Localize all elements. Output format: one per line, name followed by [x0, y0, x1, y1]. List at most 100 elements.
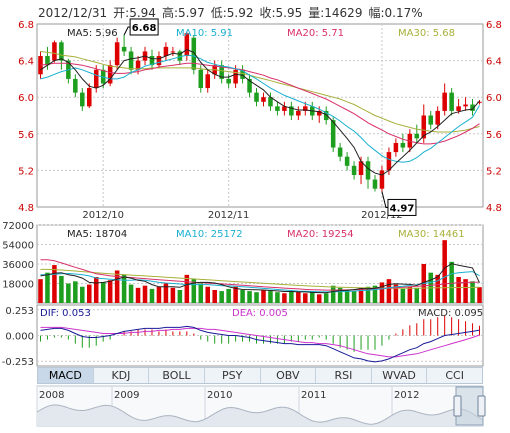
navigator-year-label: 2012 — [394, 390, 419, 401]
tab-wvad[interactable]: WVAD — [372, 368, 428, 383]
candle-body — [121, 46, 127, 52]
candle-body — [456, 106, 461, 111]
volume-bar — [170, 287, 176, 303]
navigator-panel: 2008 2009 2010 2011 2012 — [36, 385, 486, 427]
price-y-tick-right: 5.6 — [486, 130, 502, 141]
volume-bar — [337, 287, 343, 303]
quote-high: 高:5.97 — [161, 6, 205, 20]
volume-legend-item: MA20: 19254 — [287, 229, 354, 240]
macd-y-tick: 0.253 — [5, 306, 34, 317]
volume-bar — [226, 288, 231, 303]
volume-bar — [128, 284, 134, 303]
candle-body — [80, 92, 85, 107]
tab-psy[interactable]: PSY — [205, 368, 261, 383]
price-legend-item: MA30: 5.68 — [398, 28, 455, 39]
volume-bar — [121, 274, 127, 303]
tab-cci[interactable]: CCI — [445, 369, 464, 382]
navigator-line — [36, 404, 484, 425]
volume-bar — [45, 272, 50, 303]
quote-date: 2012/12/31 — [38, 6, 108, 20]
candle-body — [254, 92, 259, 102]
candle-body — [337, 147, 343, 157]
macd-legend-item: MACD: 0.095 — [418, 308, 483, 319]
volume-bar — [456, 277, 461, 303]
price-y-tick-right: 4.8 — [486, 203, 502, 214]
volume-bar — [386, 279, 392, 303]
candle-body — [449, 92, 454, 111]
volume-bar — [414, 287, 420, 303]
volume-bar — [282, 293, 287, 303]
quote-change: 幅:0.17% — [368, 6, 423, 20]
candle-body — [463, 104, 468, 107]
candle-body — [156, 56, 162, 66]
price-frame — [36, 23, 484, 208]
candle-body — [435, 110, 440, 125]
quote-close: 收:5.95 — [259, 6, 303, 20]
candle-body — [247, 78, 252, 93]
volume-bar — [205, 286, 210, 303]
tab-boll[interactable]: BOLL — [149, 368, 205, 383]
volume-bar — [107, 280, 113, 303]
candle-body — [393, 142, 399, 153]
volume-ma5-line — [40, 263, 480, 294]
volume-bar — [310, 292, 315, 303]
price-annotation-label: 6.68 — [132, 23, 157, 34]
tab-obv[interactable]: OBV — [261, 368, 317, 383]
volume-bar — [289, 291, 294, 303]
candle-body — [379, 170, 385, 189]
volume-bar — [449, 261, 454, 303]
candle-body — [289, 106, 294, 116]
candle-body — [282, 106, 287, 111]
volume-bar — [407, 286, 413, 303]
candle-body — [191, 37, 197, 70]
volume-bar — [87, 284, 92, 303]
volume-bar — [59, 275, 64, 303]
volume-bar — [303, 293, 308, 303]
volume-bar — [372, 285, 378, 303]
candle-body — [296, 110, 301, 116]
navigator-right-handle — [477, 395, 486, 417]
volume-bar — [198, 283, 204, 303]
volume-bar — [114, 270, 120, 303]
price-annotation-label: 4.97 — [390, 203, 415, 214]
candle-body — [163, 46, 169, 57]
volume-bar — [393, 284, 399, 303]
volume-bar — [212, 290, 217, 303]
volume-bar — [296, 292, 301, 303]
macd-dea-line — [40, 326, 480, 358]
price-x-tick: 2012/12 — [361, 210, 403, 221]
tab-macd[interactable]: MACD — [38, 368, 94, 383]
price-ma30-line — [40, 50, 480, 133]
candle-body — [344, 156, 350, 166]
price-y-tick-left: 6.8 — [18, 20, 34, 31]
tab-rsi[interactable]: RSI — [316, 368, 372, 383]
volume-y-tick: 54000 — [2, 241, 34, 252]
volume-bar — [163, 283, 169, 303]
volume-bar — [435, 274, 440, 303]
candle-body — [226, 78, 231, 84]
volume-bar — [365, 286, 371, 303]
candle-body — [414, 133, 420, 139]
price-ma20-line — [40, 62, 480, 145]
navigator-left-handle — [453, 395, 462, 417]
candle-body — [52, 42, 57, 61]
volume-bar — [66, 283, 71, 303]
volume-bar — [240, 290, 245, 303]
volume-bar — [219, 291, 224, 303]
navigator-area — [37, 405, 483, 426]
volume-y-tick: 18000 — [2, 280, 34, 291]
volume-bar — [254, 292, 259, 303]
volume-bar — [358, 287, 364, 303]
candle-body — [477, 101, 482, 103]
candle-body — [303, 106, 308, 111]
candle-body — [149, 56, 155, 66]
candle-body — [205, 74, 210, 89]
candle-body — [38, 56, 43, 75]
tab-kdj[interactable]: KDJ — [94, 368, 150, 383]
volume-bar — [379, 282, 385, 303]
volume-bar — [344, 290, 350, 303]
volume-bar — [38, 279, 43, 303]
volume-ma20-line — [40, 259, 480, 291]
volume-bar — [323, 293, 329, 303]
